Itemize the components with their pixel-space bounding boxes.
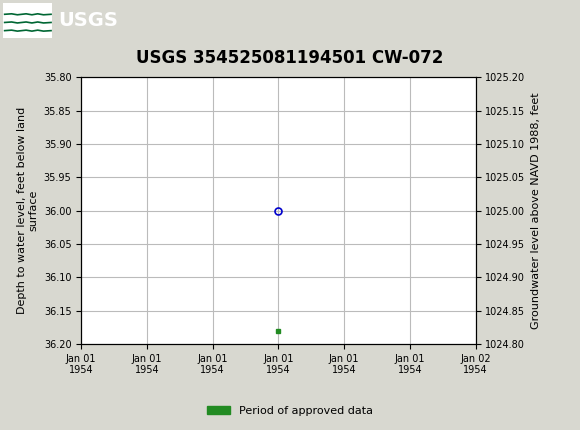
Y-axis label: Groundwater level above NAVD 1988, feet: Groundwater level above NAVD 1988, feet — [531, 92, 541, 329]
Bar — [3, 3, 52, 37]
Text: USGS 354525081194501 CW-072: USGS 354525081194501 CW-072 — [136, 49, 444, 67]
Legend: Period of approved data: Period of approved data — [203, 401, 377, 420]
Text: USGS: USGS — [58, 11, 118, 30]
Y-axis label: Depth to water level, feet below land
surface: Depth to water level, feet below land su… — [17, 107, 38, 314]
